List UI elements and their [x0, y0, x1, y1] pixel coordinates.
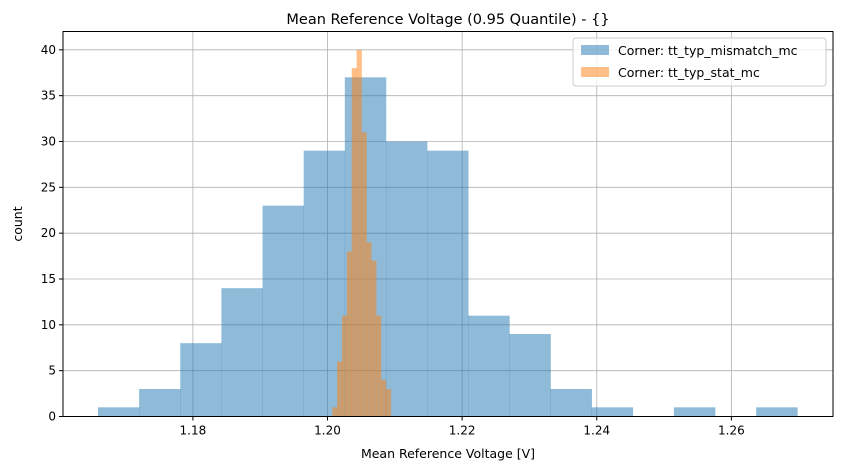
y-tick-label: 25 — [41, 180, 56, 194]
y-tick-label: 35 — [41, 89, 56, 103]
x-tick-label: 1.26 — [718, 424, 745, 438]
plot-frame — [62, 31, 834, 417]
x-tick-label: 1.18 — [180, 424, 207, 438]
histogram-bar-series-0 — [139, 389, 181, 417]
histogram-bar-series-0 — [591, 407, 634, 417]
bars — [98, 49, 798, 417]
y-tick-label: 0 — [48, 410, 56, 424]
histogram-bar-series-0 — [98, 407, 140, 417]
histogram-bar-series-0 — [180, 343, 222, 417]
histogram-bar-series-0 — [673, 407, 716, 417]
histogram-bar-series-1 — [381, 379, 387, 417]
histogram-bar-series-1 — [371, 260, 377, 417]
histogram-bar-series-0 — [221, 288, 263, 417]
legend-label-stat: Corner: tt_typ_stat_mc — [618, 65, 760, 80]
x-tick-label: 1.22 — [449, 424, 476, 438]
y-axis-label: count — [10, 206, 25, 241]
x-axis-label: Mean Reference Voltage [V] — [361, 446, 535, 461]
y-axis-ticks: 0 5 10 15 20 25 30 35 40 — [41, 43, 63, 424]
histogram-bar-series-0 — [550, 389, 592, 417]
x-tick-label: 1.24 — [583, 424, 610, 438]
y-tick-label: 20 — [41, 226, 56, 240]
y-tick-label: 5 — [48, 364, 56, 378]
y-tick-label: 30 — [41, 135, 56, 149]
histogram-bar-series-1 — [351, 68, 357, 417]
histogram-bar-series-1 — [337, 361, 343, 417]
legend-swatch-mismatch — [581, 45, 609, 55]
legend-swatch-stat — [581, 67, 609, 77]
histogram-bar-series-0 — [427, 150, 469, 417]
histogram-bar-series-0 — [468, 315, 510, 417]
histogram-bar-series-1 — [366, 242, 372, 417]
y-tick-label: 10 — [41, 318, 56, 332]
histogram-bar-series-1 — [376, 315, 382, 417]
x-axis-ticks: 1.18 1.20 1.22 1.24 1.26 — [180, 416, 745, 438]
histogram-bar-series-1 — [356, 49, 362, 417]
legend: Corner: tt_typ_mismatch_mc Corner: tt_ty… — [572, 37, 827, 87]
histogram-bar-series-0 — [756, 407, 798, 417]
legend-box — [572, 37, 827, 87]
histogram-bar-series-1 — [341, 315, 348, 417]
histogram-bar-series-1 — [361, 132, 367, 417]
histogram-bar-series-1 — [332, 407, 338, 417]
x-tick-label: 1.20 — [314, 424, 341, 438]
y-tick-label: 15 — [41, 272, 56, 286]
histogram-bar-series-0 — [262, 205, 304, 417]
legend-label-mismatch: Corner: tt_typ_mismatch_mc — [618, 43, 798, 58]
histogram-bar-series-1 — [385, 389, 392, 417]
y-tick-label: 40 — [41, 43, 56, 57]
histogram-bar-series-0 — [509, 334, 551, 417]
histogram-bar-series-0 — [385, 141, 428, 417]
chart-title: Mean Reference Voltage (0.95 Quantile) -… — [286, 12, 609, 28]
histogram-bar-series-1 — [346, 251, 353, 417]
